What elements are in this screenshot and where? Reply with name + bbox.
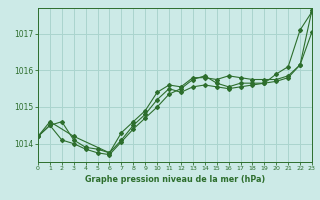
X-axis label: Graphe pression niveau de la mer (hPa): Graphe pression niveau de la mer (hPa) — [85, 175, 265, 184]
